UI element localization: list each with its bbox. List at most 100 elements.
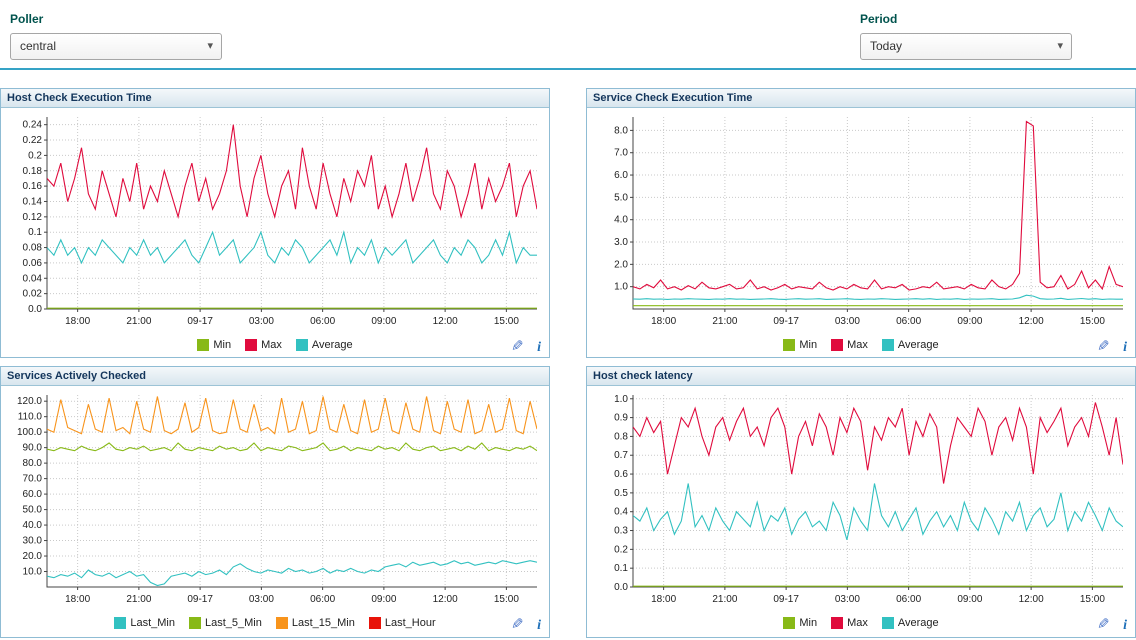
panel-title: Host Check Execution Time bbox=[1, 89, 549, 108]
legend-label: Min bbox=[213, 339, 232, 351]
legend-item-min[interactable]: Min bbox=[197, 339, 231, 351]
legend-swatch bbox=[831, 339, 844, 351]
legend-label: Max bbox=[847, 617, 868, 629]
svg-text:0.14: 0.14 bbox=[23, 196, 43, 207]
edit-graph-icon[interactable]: ✎ bbox=[511, 616, 524, 633]
svg-text:0.1: 0.1 bbox=[614, 563, 628, 574]
info-icon[interactable]: i bbox=[537, 618, 541, 633]
legend-label: Last_15_Min bbox=[291, 617, 355, 629]
svg-text:30.0: 30.0 bbox=[23, 536, 43, 547]
svg-text:18:00: 18:00 bbox=[65, 316, 90, 327]
poller-label: Poller bbox=[10, 12, 44, 26]
svg-text:0.22: 0.22 bbox=[23, 135, 43, 146]
svg-text:0.5: 0.5 bbox=[614, 488, 628, 499]
chart-canvas: 18:00 21:00 09-17 03:00 06:00 09:00 12:00 15:00… bbox=[614, 394, 1123, 605]
legend-list: Min Max Average bbox=[776, 616, 945, 633]
legend-label: Average bbox=[897, 617, 939, 629]
panel-icons: ✎ i bbox=[511, 337, 541, 356]
svg-text:03:00: 03:00 bbox=[249, 594, 274, 605]
legend-swatch bbox=[114, 617, 127, 629]
legend-item-max[interactable]: Max bbox=[831, 617, 868, 629]
legend-item-last_min[interactable]: Last_Min bbox=[114, 617, 175, 629]
svg-text:3.0: 3.0 bbox=[614, 237, 628, 248]
svg-text:21:00: 21:00 bbox=[712, 316, 737, 327]
svg-text:09-17: 09-17 bbox=[187, 316, 213, 327]
svg-text:4.0: 4.0 bbox=[614, 215, 628, 226]
legend-list: Min Max Average bbox=[190, 338, 359, 355]
svg-text:0.02: 0.02 bbox=[23, 289, 43, 300]
legend-item-average[interactable]: Average bbox=[881, 339, 939, 351]
edit-graph-icon[interactable]: ✎ bbox=[1097, 616, 1110, 633]
legend-item-average[interactable]: Average bbox=[881, 617, 939, 629]
legend-label: Min bbox=[799, 617, 818, 629]
legend-item-last_hour[interactable]: Last_Hour bbox=[368, 617, 436, 629]
svg-text:0.1: 0.1 bbox=[28, 227, 42, 238]
svg-text:0.9: 0.9 bbox=[614, 413, 628, 424]
legend-swatch bbox=[783, 617, 796, 629]
svg-text:21:00: 21:00 bbox=[712, 594, 737, 605]
svg-text:60.0: 60.0 bbox=[23, 489, 43, 500]
svg-text:09-17: 09-17 bbox=[773, 594, 799, 605]
panel-services-actively-checked: Services Actively Checked 18:00 21:00 09-1… bbox=[0, 366, 550, 638]
svg-text:15:00: 15:00 bbox=[1080, 316, 1105, 327]
svg-text:70.0: 70.0 bbox=[23, 474, 43, 485]
info-icon[interactable]: i bbox=[1123, 618, 1127, 633]
panel-host-check-execution-time: Host Check Execution Time 18:00 21:00 09-1… bbox=[0, 88, 550, 358]
legend-swatch bbox=[881, 339, 894, 351]
svg-text:8.0: 8.0 bbox=[614, 125, 628, 136]
edit-graph-icon[interactable]: ✎ bbox=[1097, 338, 1110, 355]
svg-text:0.0: 0.0 bbox=[28, 304, 42, 315]
chart-canvas: 18:00 21:00 09-17 03:00 06:00 09:00 12:00 15:00… bbox=[23, 117, 537, 327]
legend-item-max[interactable]: Max bbox=[245, 339, 282, 351]
svg-text:110.0: 110.0 bbox=[18, 412, 43, 423]
poller-selected-value: central bbox=[20, 39, 57, 53]
panel-title: Services Actively Checked bbox=[1, 367, 549, 386]
legend-row: Min Max Average ✎ i bbox=[1, 335, 549, 356]
legend-label: Max bbox=[847, 339, 868, 351]
legend-list: Min Max Average bbox=[776, 338, 945, 355]
legend-item-average[interactable]: Average bbox=[295, 339, 353, 351]
edit-graph-icon[interactable]: ✎ bbox=[511, 338, 524, 355]
legend-swatch bbox=[831, 617, 844, 629]
chevron-down-icon: ▾ bbox=[1057, 40, 1063, 52]
svg-text:2.0: 2.0 bbox=[614, 259, 628, 270]
legend-item-max[interactable]: Max bbox=[831, 339, 868, 351]
svg-text:03:00: 03:00 bbox=[835, 316, 860, 327]
info-icon[interactable]: i bbox=[537, 340, 541, 355]
info-icon[interactable]: i bbox=[1123, 340, 1127, 355]
legend-item-min[interactable]: Min bbox=[783, 339, 817, 351]
svg-text:15:00: 15:00 bbox=[1080, 594, 1105, 605]
svg-text:10.0: 10.0 bbox=[23, 567, 43, 578]
svg-text:0.06: 0.06 bbox=[23, 258, 43, 269]
legend-label: Last_5_Min bbox=[205, 617, 262, 629]
poller-control: Poller central ▾ bbox=[10, 12, 222, 60]
legend-label: Average bbox=[897, 339, 939, 351]
svg-text:0.0: 0.0 bbox=[614, 582, 628, 593]
svg-text:09-17: 09-17 bbox=[187, 594, 213, 605]
legend-swatch bbox=[189, 617, 201, 629]
svg-text:06:00: 06:00 bbox=[896, 316, 921, 327]
svg-text:03:00: 03:00 bbox=[835, 594, 860, 605]
legend-item-last_5_min[interactable]: Last_5_Min bbox=[189, 617, 262, 629]
svg-text:0.3: 0.3 bbox=[614, 526, 628, 537]
poller-select[interactable]: central ▾ bbox=[10, 33, 222, 60]
svg-text:09:00: 09:00 bbox=[957, 316, 982, 327]
legend-label: Max bbox=[261, 339, 282, 351]
svg-text:0.2: 0.2 bbox=[614, 544, 628, 555]
svg-text:0.7: 0.7 bbox=[614, 450, 628, 461]
svg-text:15:00: 15:00 bbox=[494, 316, 519, 327]
legend-item-last_15_min[interactable]: Last_15_Min bbox=[275, 617, 355, 629]
svg-text:0.24: 0.24 bbox=[23, 120, 43, 131]
svg-text:90.0: 90.0 bbox=[23, 443, 43, 454]
chart-canvas: 18:00 21:00 09-17 03:00 06:00 09:00 12:00 15:00… bbox=[614, 117, 1123, 327]
svg-text:0.16: 0.16 bbox=[23, 181, 43, 192]
period-select[interactable]: Today ▾ bbox=[860, 33, 1072, 60]
period-control: Period Today ▾ bbox=[860, 12, 1072, 60]
filter-bar: Poller central ▾ Period Today ▾ bbox=[0, 0, 1136, 70]
legend-label: Min bbox=[799, 339, 818, 351]
svg-text:21:00: 21:00 bbox=[126, 594, 151, 605]
legend-item-min[interactable]: Min bbox=[783, 617, 817, 629]
svg-text:21:00: 21:00 bbox=[126, 316, 151, 327]
svg-text:40.0: 40.0 bbox=[23, 520, 43, 531]
svg-text:0.08: 0.08 bbox=[23, 243, 43, 254]
